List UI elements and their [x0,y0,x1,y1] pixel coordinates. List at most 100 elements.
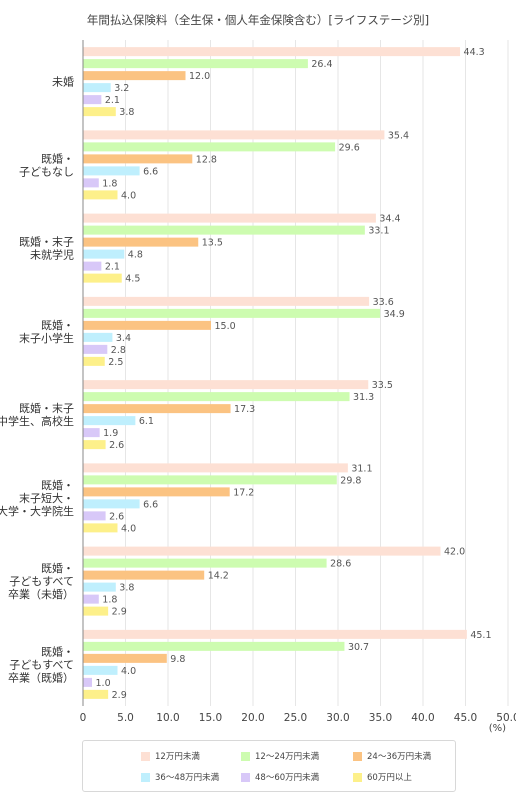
bar [83,130,385,140]
bar [83,380,369,390]
category-labels: 未婚既婚・子どもなし既婚・末子未就学児既婚・末子小学生既婚・末子中学生、高校生既… [0,75,74,685]
data-label: 26.4 [311,59,332,70]
data-label: 4.8 [128,250,143,261]
data-label: 34.4 [379,214,400,225]
bar [83,546,441,556]
data-label: 4.5 [125,274,140,285]
data-label: 14.2 [208,571,229,582]
bar [83,83,111,93]
bar [83,320,211,330]
bar [83,404,231,414]
data-label: 2.8 [111,345,126,356]
legend-swatch [241,751,250,761]
legend-label: 60万円以上 [367,773,412,783]
x-tick-label: 35.0 [369,712,392,724]
legend-swatch [141,751,150,761]
legend-swatch [353,751,362,761]
bar [83,273,122,283]
legend-item: 24～36万円未満 [353,750,431,762]
x-tick-label: 40.0 [411,712,434,724]
data-label: 6.1 [139,416,154,427]
chart-title: 年間払込保険料（全生保・個人年金保険含む）[ライフステージ別] [87,13,429,27]
legend-item: 12～24万円未満 [241,750,319,762]
data-label: 2.6 [109,511,124,522]
data-label: 9.8 [170,654,185,665]
data-label: 33.5 [372,380,393,391]
category-label: 既婚・末子短大・大学・大学院生 [0,478,74,518]
x-axis: 0 5.0 10.0 15.0 20.0 25.0 30.0 35.0 40.0 45.0 50.0 [80,712,516,724]
bar [83,107,116,117]
bar [83,440,106,450]
bar [83,296,370,306]
data-label: 12.0 [189,71,210,82]
legend-item: 48～60万円未満 [241,771,319,783]
data-label: 2.9 [112,607,127,618]
category-label: 既婚・子どもすべて卒業（既婚） [8,644,74,684]
legend-label: 12万円未満 [155,752,200,762]
data-label: 2.5 [108,357,123,368]
bar [83,308,381,318]
data-label: 2.6 [109,440,124,451]
bar [83,178,99,188]
bar [83,582,116,592]
bar [83,356,105,366]
x-tick-label: 20.0 [241,712,264,724]
x-tick-label: 0 [80,712,87,724]
bar [83,499,140,509]
category-label: 既婚・末子中学生、高校生 [0,401,74,428]
bar [83,95,102,105]
data-label: 33.6 [373,297,394,308]
data-label: 30.7 [348,642,369,653]
data-label: 3.4 [116,333,131,344]
category-label: 既婚・子どもなし [19,151,74,178]
bar [83,677,92,687]
x-tick-label: 45.0 [454,712,477,724]
data-label: 28.6 [330,559,351,570]
bar [83,665,118,675]
data-label: 1.9 [103,428,118,439]
bar [83,332,113,342]
bars: 44.326.412.03.22.13.835.429.612.86.61.84… [83,47,492,701]
bar [83,392,350,402]
data-label: 2.1 [105,95,120,106]
legend-item: 36～48万円未満 [141,771,219,783]
bar [83,59,308,69]
category-label: 既婚・末子小学生 [19,318,74,345]
bar [83,166,140,176]
x-tick-label: 10.0 [156,712,179,724]
bar [83,47,461,57]
data-label: 29.6 [339,142,360,153]
bar [83,428,100,438]
data-label: 2.9 [112,690,127,701]
bar [83,213,376,223]
data-label: 35.4 [388,130,409,141]
bar [83,249,125,259]
data-label: 12.8 [196,154,217,165]
data-label: 6.6 [143,166,158,177]
bar [83,606,109,616]
bar [83,523,118,533]
bar [83,463,348,473]
data-label: 29.8 [340,475,361,486]
legend-label: 24～36万円未満 [367,752,432,762]
legend-item: 12万円未満 [141,750,200,762]
x-tick-label: 5.0 [117,712,134,724]
data-label: 4.0 [121,523,136,534]
data-label: 1.8 [102,595,117,606]
grid-lines [82,40,509,706]
data-label: 42.0 [444,547,465,558]
bar [83,416,136,426]
bar [83,594,99,604]
bar [83,475,337,485]
legend-swatch [353,772,362,782]
bar [83,689,109,699]
bar [83,190,118,200]
data-label: 33.1 [368,226,389,237]
legend-item: 60万円以上 [353,771,412,783]
legend-label: 12～24万円未満 [255,752,320,762]
category-label: 既婚・末子未就学児 [19,235,74,262]
bar [83,641,345,651]
bar [83,570,205,580]
data-label: 1.0 [96,678,111,689]
